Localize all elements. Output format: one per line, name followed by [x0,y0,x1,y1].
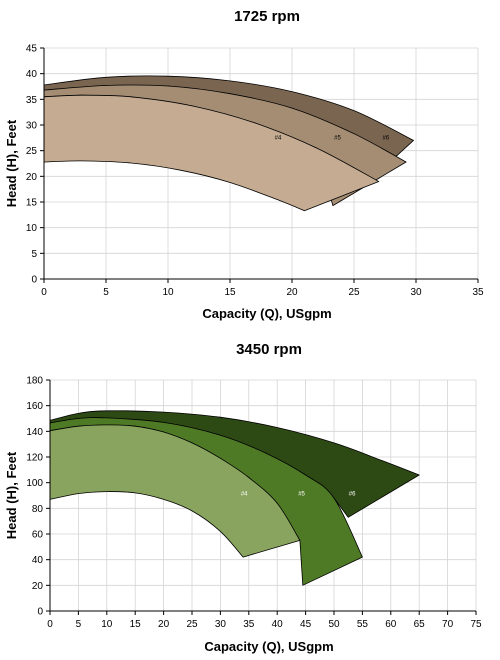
band-4 [49,424,301,558]
x-axis-title: Capacity (Q), USgpm [202,306,331,321]
y-tick-label: 80 [32,504,44,515]
y-tick-label: 30 [26,121,38,132]
band-4 [43,94,380,212]
x-tick-label: 60 [385,619,397,630]
y-tick-label: 10 [26,223,38,234]
band-label: #4 [241,492,248,498]
band-label: #6 [349,492,356,498]
x-tick-label: 5 [76,619,82,630]
x-tick-label: 70 [442,619,454,630]
x-tick-label: 75 [470,619,482,630]
y-tick-label: 45 [26,44,38,55]
x-tick-label: 25 [186,619,198,630]
x-axis-title: Capacity (Q), USgpm [204,639,333,654]
y-tick-label: 20 [32,581,44,592]
x-tick-label: 30 [410,287,422,298]
x-tick-label: 55 [357,619,369,630]
y-tick-label: 25 [26,146,38,157]
x-tick-label: 5 [103,287,109,298]
x-tick-label: 45 [300,619,312,630]
band-label: #5 [334,135,341,141]
y-tick-label: 40 [26,69,38,80]
band-5 [43,84,407,206]
y-tick-label: 40 [32,555,44,566]
y-tick-label: 0 [31,275,37,286]
y-tick-label: 0 [37,607,43,618]
x-tick-label: 25 [348,287,360,298]
x-tick-label: 30 [215,619,227,630]
x-tick-label: 35 [243,619,255,630]
x-tick-label: 10 [162,287,174,298]
y-tick-label: 180 [26,376,43,387]
x-tick-label: 20 [286,287,298,298]
y-tick-label: 35 [26,95,38,106]
y-tick-label: 120 [26,453,43,464]
band-label: #5 [298,492,305,498]
y-tick-label: 60 [32,530,44,541]
x-tick-label: 10 [101,619,113,630]
x-tick-label: 50 [328,619,340,630]
band-label: #4 [275,135,282,141]
x-tick-label: 40 [272,619,284,630]
y-tick-label: 100 [26,478,43,489]
y-tick-label: 5 [31,249,37,260]
chart-0: 1725 rpm 0 5 10 15 20 25 30 35 0 5 10 15 20 25 30 35 40 45… [4,8,484,321]
y-axis-title: Head (H), Feet [4,451,19,539]
band-5 [49,417,363,586]
x-tick-label: 0 [47,619,53,630]
y-tick-label: 140 [26,427,43,438]
chart-title: 1725 rpm [234,8,300,25]
y-tick-label: 15 [26,198,38,209]
x-tick-label: 65 [414,619,426,630]
band-6 [43,75,414,190]
x-tick-label: 0 [41,287,47,298]
y-tick-label: 20 [26,172,38,183]
chart-title: 3450 rpm [236,341,302,358]
y-axis-title: Head (H), Feet [4,119,19,207]
x-tick-label: 15 [130,619,142,630]
chart-1: 3450 rpm 0 5 10 15 20 25 30 35 40 45 50 55 60 65 70 75 0 2… [4,341,482,654]
x-tick-label: 15 [224,287,236,298]
x-tick-label: 35 [472,287,484,298]
y-tick-label: 160 [26,401,43,412]
x-tick-label: 20 [158,619,170,630]
band-label: #6 [383,135,390,141]
